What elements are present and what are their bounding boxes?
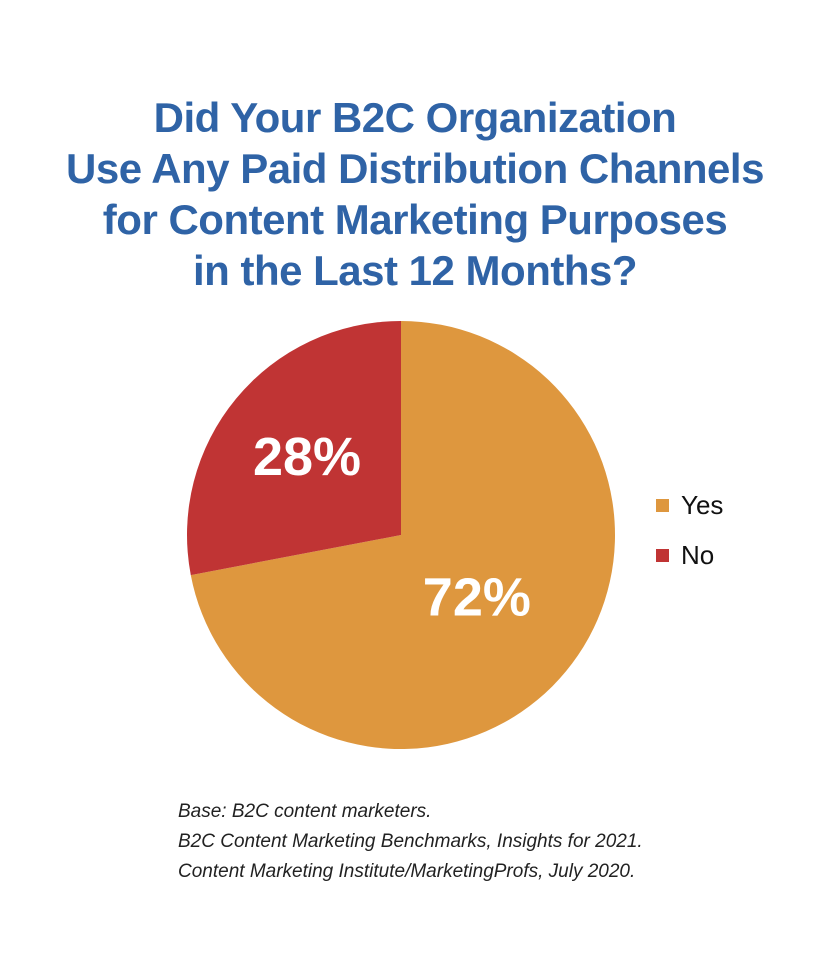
note-report: B2C Content Marketing Benchmarks, Insigh… [178, 831, 643, 852]
pie-label-no: 28% [253, 427, 361, 487]
legend-item-no: No [656, 530, 723, 580]
legend-label-yes: Yes [681, 489, 724, 520]
legend-item-yes: Yes [656, 480, 723, 530]
chart-title: Did Your B2C Organization Use Any Paid D… [0, 92, 830, 296]
chart-title-line-3: for Content Marketing Purposes [102, 196, 728, 243]
pie-slice-no [187, 321, 401, 576]
legend-swatch-yes [656, 498, 669, 512]
source-notes: Base: B2C content marketers. B2C Content… [178, 797, 643, 887]
chart-title-line-2: Use Any Paid Distribution Channels [66, 145, 764, 192]
note-publisher: Content Marketing Institute/MarketingPro… [178, 861, 636, 882]
pie-slice-yes [190, 321, 615, 749]
pie-label-yes: 72% [423, 568, 531, 628]
chart-title-line-1: Did Your B2C Organization [153, 94, 677, 141]
note-base: Base: B2C content marketers. [178, 801, 432, 822]
legend-label-no: No [681, 539, 715, 570]
chart-title-line-4: in the Last 12 Months? [192, 247, 638, 294]
chart-legend: Yes No [656, 480, 723, 580]
legend-swatch-no [656, 548, 669, 562]
